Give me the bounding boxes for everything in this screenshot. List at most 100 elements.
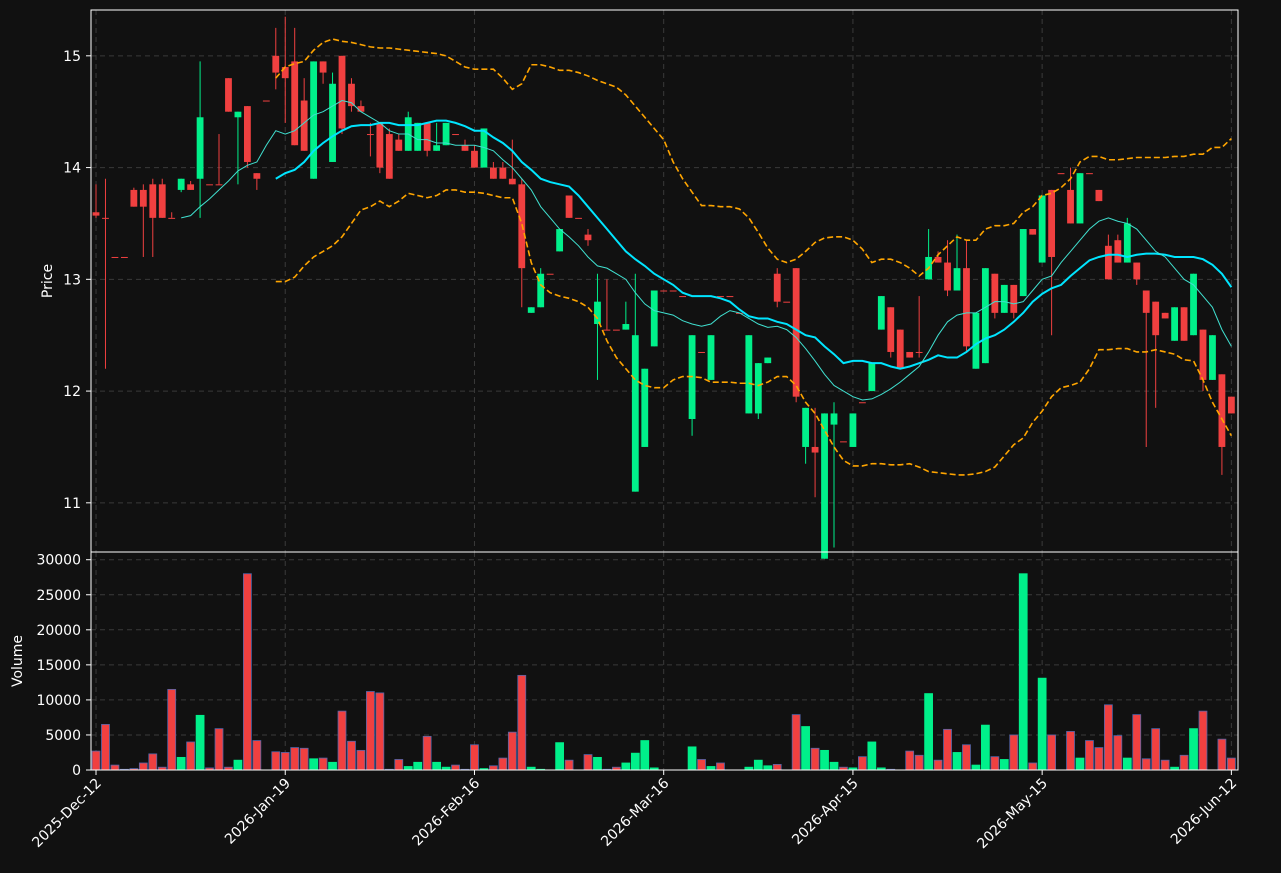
y-tick-label: 11	[63, 496, 81, 512]
candle-body	[92, 212, 100, 216]
candle-body	[234, 111, 242, 118]
volume-bar	[299, 747, 309, 771]
candle-body	[1161, 312, 1169, 319]
volume-tick-label: 10000	[36, 693, 81, 709]
volume-tick-label: 5000	[45, 728, 81, 744]
volume-bar	[337, 710, 347, 771]
volume-bar	[772, 763, 782, 771]
volume-bar	[858, 756, 867, 771]
candle-body	[887, 307, 895, 352]
volume-bar	[507, 731, 517, 771]
volume-bar	[498, 757, 508, 771]
candle-body	[660, 290, 668, 292]
volume-bar	[630, 752, 640, 771]
candle-body	[868, 363, 876, 392]
candle-body	[896, 329, 904, 369]
indicator-line	[181, 99, 1232, 401]
candle-body	[177, 178, 185, 190]
y-tick-label: 12	[63, 384, 81, 400]
candle-body	[215, 184, 223, 186]
volume-bar	[394, 759, 404, 771]
candle-body	[1010, 284, 1018, 313]
candle-body	[414, 122, 422, 151]
candle-body	[792, 268, 800, 397]
volume-bar	[422, 735, 432, 771]
candle-body	[433, 145, 441, 151]
volume-bar	[1151, 728, 1161, 771]
volume-bar	[640, 740, 650, 771]
volume-bar	[470, 744, 479, 771]
volume-bar	[366, 691, 375, 771]
candle-body	[471, 150, 478, 168]
volume-bar	[148, 753, 158, 771]
candle-body	[594, 301, 601, 325]
volume-bar	[186, 741, 196, 771]
volume-bar	[1179, 754, 1189, 771]
volume-bar	[1047, 734, 1056, 771]
candle-body	[168, 217, 176, 219]
candle-body	[858, 402, 866, 404]
volume-bar	[820, 749, 829, 771]
candle-body	[187, 184, 195, 190]
candle-body	[906, 351, 914, 358]
volume-bar	[990, 756, 1000, 771]
marks-layer	[91, 16, 1236, 771]
volume-tick-label: 0	[72, 763, 81, 779]
candle-body	[499, 167, 507, 179]
candle-body	[338, 55, 346, 129]
volume-bar	[1217, 738, 1227, 771]
candle-body	[1000, 284, 1008, 313]
volume-bar	[1085, 740, 1094, 771]
candle-body	[717, 296, 724, 298]
candle-body	[423, 122, 431, 151]
volume-bar	[233, 759, 243, 771]
candle-body	[139, 189, 147, 207]
y-tick-label: 14	[63, 161, 81, 177]
volume-bar	[905, 750, 915, 771]
volume-bar	[309, 758, 318, 771]
volume-bar	[583, 754, 593, 771]
volume-bar	[1160, 759, 1170, 771]
candle-body	[802, 407, 810, 447]
candle-body	[754, 363, 762, 414]
volume-bar	[1094, 747, 1104, 771]
candle-body	[1199, 329, 1207, 380]
candle-body	[679, 296, 687, 298]
candle-body	[603, 329, 611, 331]
candle-body	[376, 122, 384, 168]
price-axis-label: Price	[40, 264, 56, 298]
candle-body	[981, 268, 989, 364]
candle-body	[1104, 245, 1112, 280]
volume-bar	[328, 761, 337, 771]
volume-tick-label: 15000	[36, 658, 81, 674]
volume-bar	[110, 764, 120, 771]
volume-bar	[347, 740, 356, 771]
indicator-line	[275, 119, 1233, 370]
volume-bar	[933, 759, 943, 771]
indicator-line	[275, 189, 1233, 476]
volume-bar	[971, 764, 981, 771]
candle-body	[840, 441, 847, 443]
volume-bar	[101, 724, 110, 771]
volume-bar	[1198, 710, 1208, 771]
volume-bar	[167, 688, 177, 771]
candle-body	[527, 307, 535, 313]
candle-body	[1086, 173, 1093, 175]
candle-body	[102, 217, 109, 219]
volume-bar	[1028, 762, 1038, 771]
candle-body	[329, 83, 336, 162]
candle-body	[972, 312, 980, 369]
volume-bar	[1189, 728, 1198, 771]
volume-bar	[829, 761, 839, 771]
candle-body	[1114, 240, 1122, 263]
candle-body	[452, 134, 459, 136]
candle-body	[1227, 396, 1235, 414]
candle-body	[669, 290, 677, 292]
candle-body	[622, 324, 630, 330]
candle-body	[1190, 273, 1197, 336]
candle-body	[149, 184, 157, 218]
candle-body	[698, 351, 705, 353]
candle-body	[225, 78, 232, 112]
